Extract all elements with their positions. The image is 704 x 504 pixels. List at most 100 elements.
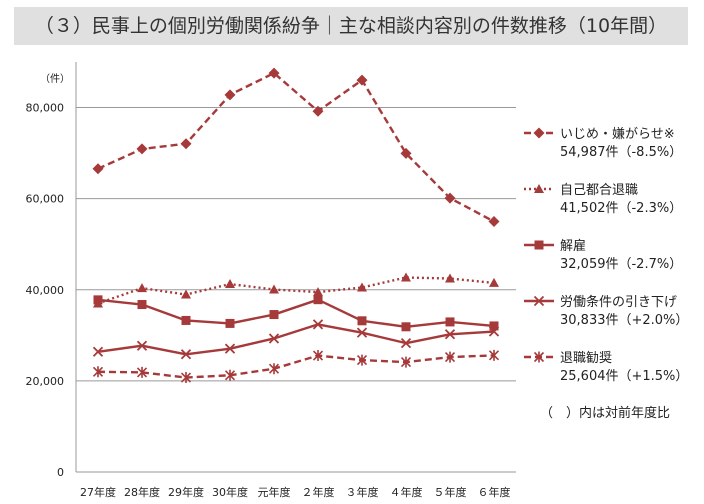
x-tick-label: ４年度: [390, 485, 423, 499]
data-point-s2-shape: [269, 284, 279, 294]
data-point-s4-shape: [400, 338, 412, 349]
data-point-s1-shape: [180, 138, 192, 150]
data-point-s3: [181, 315, 191, 325]
data-point-s5: [136, 366, 148, 378]
legend-note: （ ）内は対前年度比: [540, 406, 671, 421]
legend-value-5: 25,604件（+1.5%）: [560, 369, 688, 384]
data-point-s5-shape: [268, 363, 280, 375]
data-point-s2: [489, 277, 499, 287]
legend-marker-3: [534, 240, 544, 250]
data-point-s3: [313, 295, 323, 305]
data-point-s2-shape: [137, 283, 147, 293]
legend-name-1: いじめ・嫌がらせ※: [560, 127, 675, 142]
data-point-s5: [488, 349, 500, 361]
x-tick-label: ２年度: [302, 485, 335, 499]
data-point-s2: [357, 282, 367, 292]
data-point-s3: [401, 322, 411, 332]
data-point-s1-shape: [488, 216, 500, 228]
data-point-s5-shape: [92, 366, 104, 378]
x-tick-label: 27年度: [80, 485, 116, 499]
legend-value-1: 54,987件（-8.5%）: [560, 145, 682, 160]
legend-name-4: 労働条件の引き下げ: [560, 294, 677, 310]
data-point-s4: [180, 349, 192, 360]
series-line-2: [97, 276, 495, 305]
y-tick-label: 20,000: [26, 375, 65, 388]
data-point-s4: [356, 327, 368, 338]
data-point-s3-shape: [181, 315, 191, 325]
data-point-s1: [400, 147, 412, 159]
data-point-s4-shape: [488, 326, 500, 337]
legend-marker-4-shape: [533, 295, 545, 307]
data-point-s5: [444, 351, 456, 363]
data-point-s5: [312, 350, 324, 362]
data-point-s3-shape: [269, 310, 279, 320]
data-point-s4-shape: [312, 319, 324, 330]
data-point-s3: [269, 310, 279, 320]
y-tick-label: 0: [57, 466, 64, 479]
data-point-s2: [269, 284, 279, 294]
x-tick-label: 30年度: [212, 485, 248, 499]
legend-marker-2: [534, 184, 544, 193]
legend-marker-1: [533, 127, 545, 139]
legend-value-3: 32,059件（-2.7%）: [560, 257, 682, 272]
data-point-s3-shape: [445, 317, 455, 327]
data-point-s1-shape: [356, 74, 368, 86]
data-point-s1: [180, 138, 192, 150]
y-tick-label: 80,000: [26, 102, 65, 115]
data-point-s5: [92, 366, 104, 378]
data-point-s1: [224, 89, 236, 101]
x-tick-label: ６年度: [478, 485, 511, 499]
data-point-s2: [137, 283, 147, 293]
data-point-s3: [489, 321, 499, 331]
data-point-s2-shape: [181, 289, 191, 299]
data-point-s5: [224, 369, 236, 381]
data-point-s2-shape: [313, 287, 323, 297]
data-point-s5-shape: [488, 349, 500, 361]
data-point-s4: [312, 319, 324, 330]
data-point-s1: [268, 67, 280, 79]
x-tick-label: 28年度: [124, 485, 160, 499]
data-point-s4: [268, 333, 280, 344]
data-point-s4-shape: [136, 340, 148, 351]
data-point-s2-shape: [489, 277, 499, 287]
data-point-s5-shape: [136, 366, 148, 378]
data-point-s3-shape: [489, 321, 499, 331]
series-line-4: [97, 323, 495, 356]
data-point-s4: [444, 329, 456, 340]
legend-marker-5: [533, 351, 545, 363]
y-tick-label: 60,000: [26, 193, 65, 206]
legend-name-3: 解雇: [560, 238, 586, 254]
data-point-s3: [93, 295, 103, 305]
data-point-s1: [356, 74, 368, 86]
data-point-s1-shape: [224, 89, 236, 101]
data-point-s5: [400, 356, 412, 368]
data-point-s1: [92, 163, 104, 175]
data-point-s2: [445, 273, 455, 283]
legend-marker-3-shape: [534, 240, 544, 250]
x-tick-label: 元年度: [258, 485, 291, 499]
data-point-s1: [136, 143, 148, 155]
data-point-s1-shape: [444, 192, 456, 204]
data-point-s3: [137, 300, 147, 310]
data-point-s1-shape: [268, 67, 280, 79]
title-bar: （３）民事上の個別労働関係紛争｜主な相談内容別の件数推移（10年間）: [14, 7, 688, 45]
x-tick-label: ５年度: [434, 485, 467, 499]
data-point-s1-shape: [312, 105, 324, 117]
data-point-s3: [225, 318, 235, 328]
data-point-s4-shape: [180, 349, 192, 360]
data-point-s2-shape: [357, 282, 367, 292]
y-tick-label: 40,000: [26, 284, 65, 297]
data-point-s1: [312, 105, 324, 117]
data-point-s1-shape: [92, 163, 104, 175]
chart-title: （３）民事上の個別労働関係紛争｜主な相談内容別の件数推移（10年間）: [34, 15, 668, 37]
data-point-s4: [92, 346, 104, 357]
data-point-s3-shape: [93, 295, 103, 305]
data-point-s3: [357, 316, 367, 326]
data-point-s5: [356, 354, 368, 366]
data-point-s5: [268, 363, 280, 375]
y-unit-label: （件）: [40, 73, 70, 85]
legend-marker-1-shape: [533, 127, 545, 139]
data-point-s2: [225, 279, 235, 289]
data-point-s5-shape: [400, 356, 412, 368]
